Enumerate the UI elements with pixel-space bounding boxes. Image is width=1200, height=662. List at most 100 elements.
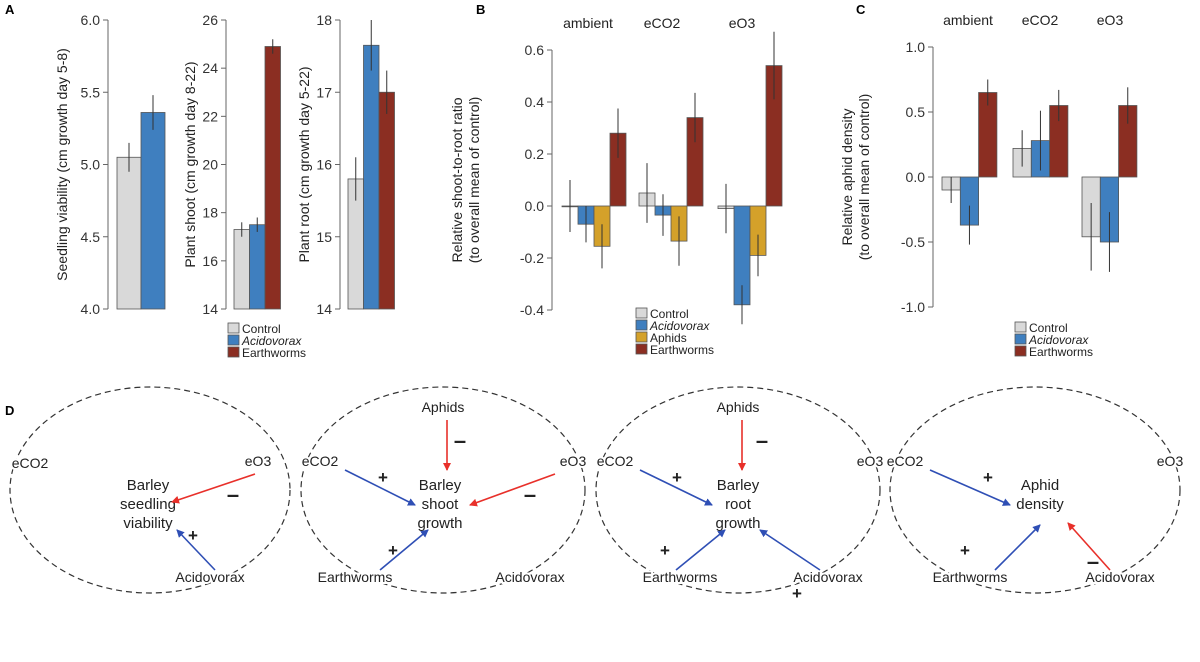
sign-positive: +	[660, 541, 670, 560]
y-tick-label: 14	[316, 301, 332, 317]
chart-b-3: -0.4 -0.2 0.0 0.2 0.4 0.6 Relative shoot-to-ro…	[449, 15, 783, 325]
sign-positive: +	[672, 468, 682, 487]
node-eo3: eO3	[560, 453, 587, 469]
chart-c-4: -1.0 -0.5 0.0 0.5 1.0 Relative aphid density(…	[839, 12, 1138, 315]
y-axis-label-2: (to overall mean of control)	[466, 97, 482, 264]
legend-label: Control	[650, 307, 689, 321]
y-axis-label: Relative aphid density	[839, 109, 855, 246]
y-tick-label: 26	[202, 12, 218, 28]
y-tick-label: 0.2	[525, 146, 545, 162]
node-eo3: eO3	[857, 453, 884, 469]
arrow-positive	[675, 529, 726, 571]
y-tick-label: 4.0	[81, 301, 101, 317]
y-tick-label: 16	[316, 157, 332, 173]
node-aphids: Aphids	[422, 399, 465, 415]
y-tick-label: 4.5	[81, 229, 101, 245]
panel-label-d: D	[5, 403, 14, 418]
legend-label: Control	[1029, 321, 1068, 335]
dashed-circle	[300, 386, 586, 594]
bar-acidovorax	[249, 224, 266, 310]
diagram-1: Barley seedling viability eCO2 eO3 Acidovorax…	[9, 386, 291, 594]
legend-swatch	[635, 331, 648, 343]
group-label: eO3	[729, 15, 756, 31]
node-eo3: eO3	[1157, 453, 1184, 469]
sign-negative: –	[756, 428, 768, 453]
y-axis-label: Seedling viability (cm growth day 5-8)	[54, 48, 70, 281]
node-eco2: eCO2	[887, 453, 924, 469]
sign-positive: +	[188, 526, 198, 545]
sign-negative: –	[1087, 549, 1099, 574]
dashed-circle	[9, 386, 291, 594]
y-tick-label: 0.5	[906, 104, 926, 120]
sign-negative: –	[524, 482, 536, 507]
sign-positive: +	[792, 584, 802, 603]
legend-label: Aphids	[650, 331, 687, 345]
node-eco2: eCO2	[12, 455, 49, 471]
legend-swatch	[227, 346, 240, 358]
node-acidovorax: Acidovorax	[175, 569, 244, 585]
chart-a-0: 4.0 4.5 5.0 5.5 6.0 Seedling viability (cm gr…	[54, 12, 166, 317]
legend-label: Acidovorax	[649, 319, 710, 333]
sign-positive: +	[960, 541, 970, 560]
y-tick-label: 17	[316, 84, 332, 100]
y-tick-label: -0.2	[520, 250, 544, 266]
sign-positive: +	[983, 468, 993, 487]
bar-control	[233, 229, 250, 310]
arrow-positive	[379, 529, 429, 571]
bar-earthworms	[378, 91, 395, 310]
legend-swatch	[1014, 321, 1027, 333]
center-label: viability	[123, 515, 173, 532]
arrow-negative	[1067, 522, 1111, 571]
bar-acidovorax	[363, 44, 380, 310]
y-tick-label: 5.5	[81, 84, 101, 100]
arrow-positive	[994, 524, 1041, 571]
panel-label-a: A	[5, 2, 15, 17]
sign-positive: +	[378, 468, 388, 487]
arrow-negative	[171, 473, 256, 504]
sign-positive: +	[388, 541, 398, 560]
group-label: eCO2	[644, 15, 681, 31]
y-tick-label: 0.0	[906, 169, 926, 185]
chart-a-2: 14 15 16 17 18 Plant root (cm growth day 5-22…	[296, 12, 395, 317]
y-tick-label: 22	[202, 108, 218, 124]
legend-label: Control	[242, 322, 281, 336]
bar-control	[116, 156, 142, 310]
y-tick-label: 18	[202, 205, 218, 221]
y-tick-label: 14	[202, 301, 218, 317]
legend-label: Acidovorax	[1028, 333, 1089, 347]
arrow-positive	[639, 469, 713, 506]
legend-label: Earthworms	[650, 343, 714, 357]
legend-swatch	[1014, 345, 1027, 357]
y-tick-label: 15	[316, 229, 332, 245]
legend-swatch	[1014, 333, 1027, 345]
group-label: ambient	[943, 12, 993, 28]
legend-swatch	[227, 334, 240, 346]
center-label: Aphid	[1021, 477, 1059, 494]
node-aphids: Aphids	[717, 399, 760, 415]
center-label: Barley	[127, 477, 170, 494]
legend-swatch	[635, 307, 648, 319]
dashed-circle	[595, 386, 881, 594]
arrow-negative	[469, 473, 556, 507]
legend-label: Acidovorax	[241, 334, 302, 348]
y-tick-label: 20	[202, 157, 218, 173]
y-axis-label: Plant shoot (cm growth day 8-22)	[182, 61, 198, 267]
center-label: density	[1016, 496, 1064, 513]
center-label: growth	[417, 515, 462, 532]
y-axis-label-2: (to overall mean of control)	[856, 94, 872, 261]
panel-label-b: B	[476, 2, 485, 17]
center-label: growth	[715, 515, 760, 532]
arrow-positive	[759, 529, 821, 571]
arrow-positive	[176, 529, 216, 571]
arrow-positive	[929, 469, 1011, 506]
legend-swatch	[635, 319, 648, 331]
bar-acidovorax	[140, 112, 166, 310]
y-tick-label: -0.5	[901, 234, 925, 250]
node-eco2: eCO2	[597, 453, 634, 469]
y-axis-label: Relative shoot-to-root ratio	[449, 97, 465, 262]
y-tick-label: 0.0	[525, 198, 545, 214]
node-earthworms: Earthworms	[643, 569, 718, 585]
y-tick-label: -1.0	[901, 299, 925, 315]
